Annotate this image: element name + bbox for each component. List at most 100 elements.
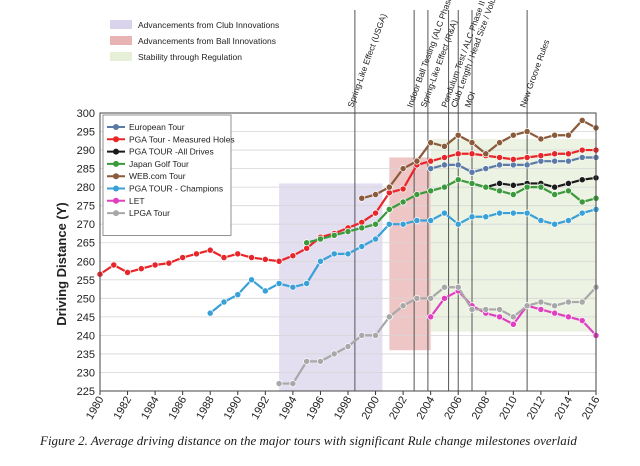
- data-point: [400, 199, 406, 205]
- data-point: [359, 243, 365, 249]
- data-point: [441, 295, 447, 301]
- y-tick-label: 230: [77, 367, 95, 379]
- data-point: [538, 217, 544, 223]
- data-point: [510, 191, 516, 197]
- data-point: [538, 153, 544, 159]
- data-point: [483, 214, 489, 220]
- data-point: [221, 299, 227, 305]
- y-tick-label: 275: [77, 201, 95, 213]
- data-point: [317, 236, 323, 242]
- data-point: [428, 166, 434, 172]
- data-point: [483, 184, 489, 190]
- data-point: [552, 221, 558, 227]
- x-tick-label: 2004: [415, 395, 438, 422]
- data-point: [166, 260, 172, 266]
- data-point: [138, 266, 144, 272]
- data-point: [524, 162, 530, 168]
- data-point: [276, 280, 282, 286]
- data-point: [207, 310, 213, 316]
- data-point: [579, 299, 585, 305]
- data-point: [428, 295, 434, 301]
- data-point: [290, 253, 296, 259]
- data-point: [496, 314, 502, 320]
- data-point: [235, 251, 241, 257]
- data-point: [193, 251, 199, 257]
- data-point: [455, 151, 461, 157]
- data-point: [386, 221, 392, 227]
- data-point: [441, 210, 447, 216]
- innovation-regions: [279, 139, 596, 391]
- legend: European Tour PGA Tour - Measured Holes PG…: [103, 20, 279, 235]
- data-point: [538, 306, 544, 312]
- data-point: [441, 284, 447, 290]
- data-point: [331, 251, 337, 257]
- data-point: [441, 162, 447, 168]
- data-point: [524, 184, 530, 190]
- data-point: [538, 184, 544, 190]
- data-point: [455, 284, 461, 290]
- data-point: [372, 210, 378, 216]
- legend-swatch-marker: [113, 186, 119, 192]
- legend-label: LET: [129, 196, 145, 206]
- legend-label: WEB.com Tour: [129, 171, 186, 181]
- data-point: [524, 154, 530, 160]
- figure-caption: Figure 2. Average driving distance on th…: [40, 433, 630, 449]
- data-point: [565, 314, 571, 320]
- data-point: [552, 184, 558, 190]
- data-point: [441, 154, 447, 160]
- region-legend-label: Advancements from Ball Innovations: [138, 36, 276, 46]
- data-point: [552, 310, 558, 316]
- data-point: [372, 191, 378, 197]
- data-point: [235, 292, 241, 298]
- data-point: [372, 221, 378, 227]
- data-point: [565, 217, 571, 223]
- x-tick-label: 2016: [580, 395, 603, 422]
- data-point: [579, 154, 585, 160]
- x-tick-label: 1980: [84, 395, 107, 422]
- data-point: [538, 299, 544, 305]
- data-point: [538, 136, 544, 142]
- data-point: [510, 182, 516, 188]
- region-legend-swatch: [110, 52, 132, 61]
- data-point: [317, 258, 323, 264]
- driving-distance-chart: Spring-Like Effect (USGA) Indoor Ball Tes…: [0, 0, 640, 432]
- data-point: [524, 210, 530, 216]
- data-point: [414, 191, 420, 197]
- data-point: [359, 332, 365, 338]
- data-point: [400, 303, 406, 309]
- y-tick-label: 285: [77, 164, 95, 176]
- data-point: [469, 140, 475, 146]
- legend-label: PGA Tour - Measured Holes: [129, 134, 235, 144]
- data-point: [552, 191, 558, 197]
- data-point: [441, 143, 447, 149]
- data-point: [207, 247, 213, 253]
- y-tick-label: 300: [77, 108, 95, 120]
- legend-label: European Tour: [129, 122, 185, 132]
- data-point: [496, 154, 502, 160]
- legend-swatch-marker: [113, 173, 119, 179]
- data-point: [579, 199, 585, 205]
- legend-label: PGA TOUR -All Drives: [129, 147, 214, 157]
- data-point: [483, 306, 489, 312]
- x-tick-label: 1996: [304, 395, 327, 422]
- data-point: [428, 314, 434, 320]
- x-tick-label: 1990: [222, 395, 245, 422]
- data-point: [276, 258, 282, 264]
- data-point: [400, 186, 406, 192]
- x-tick-label: 2010: [497, 395, 520, 422]
- y-axis-label: Driving Distance (Y): [54, 202, 69, 326]
- data-point: [372, 236, 378, 242]
- data-point: [386, 184, 392, 190]
- data-point: [345, 229, 351, 235]
- data-point: [152, 262, 158, 268]
- data-point: [359, 195, 365, 201]
- data-point: [579, 147, 585, 153]
- y-tick-label: 250: [77, 293, 95, 305]
- legend-swatch-marker: [113, 124, 119, 130]
- data-point: [483, 151, 489, 157]
- data-point: [483, 166, 489, 172]
- y-tick-label: 225: [77, 386, 95, 398]
- data-point: [124, 269, 130, 275]
- data-point: [510, 210, 516, 216]
- data-point: [565, 158, 571, 164]
